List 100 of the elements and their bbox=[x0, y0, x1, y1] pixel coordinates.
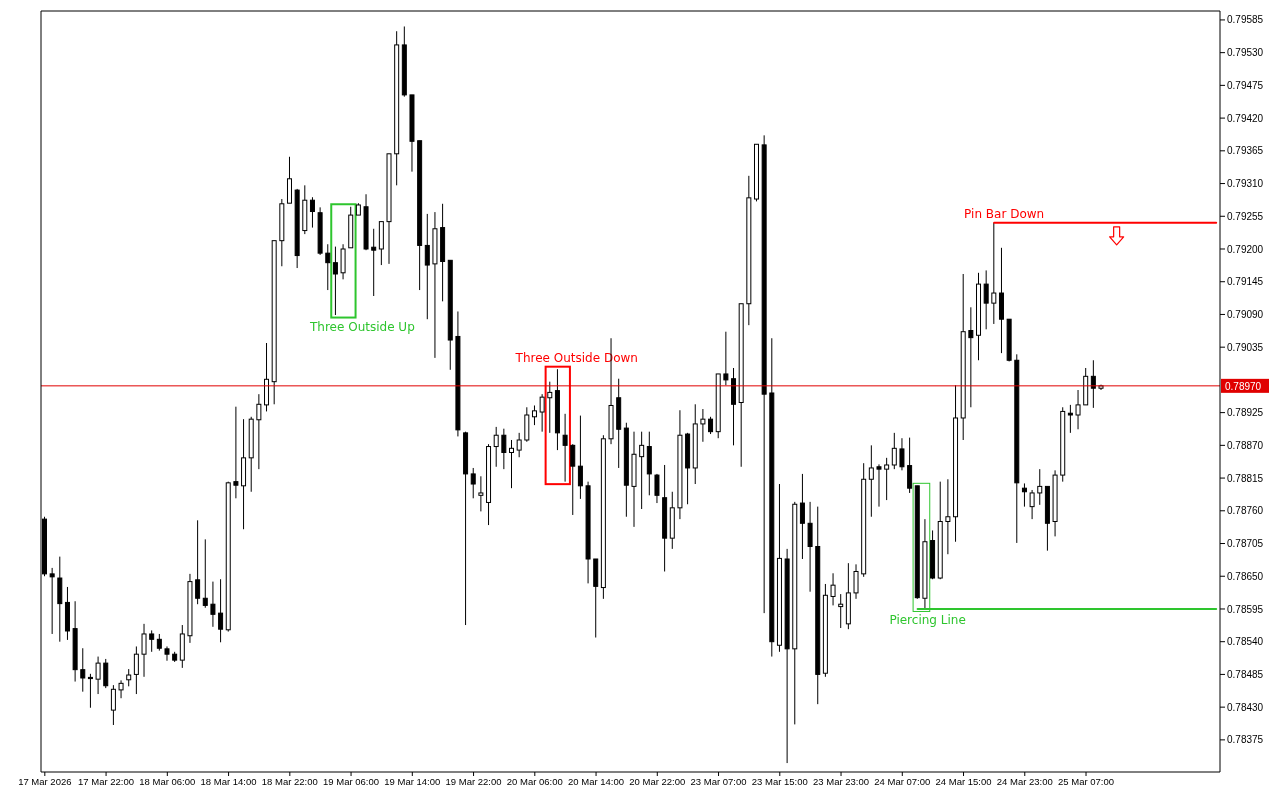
x-tick-label: 19 Mar 22:00 bbox=[445, 775, 502, 787]
candlestick bbox=[164, 645, 170, 662]
ref-line-label: 0.78970 bbox=[1225, 380, 1262, 392]
candlestick bbox=[891, 432, 897, 470]
candlestick bbox=[509, 439, 515, 489]
x-tick-label: 19 Mar 14:00 bbox=[384, 775, 441, 787]
candlestick bbox=[371, 228, 377, 297]
series-label: Pin Bar Down bbox=[964, 206, 1045, 221]
candlestick bbox=[424, 213, 430, 320]
candlestick bbox=[141, 623, 147, 678]
y-tick-label: 0.79145 bbox=[1227, 276, 1264, 288]
x-tick-label: 18 Mar 14:00 bbox=[200, 775, 257, 787]
candlestick bbox=[1037, 468, 1043, 506]
y-tick-label: 0.78705 bbox=[1227, 538, 1264, 550]
y-tick-label: 0.78870 bbox=[1227, 439, 1264, 451]
y-tick-label: 0.79365 bbox=[1227, 145, 1264, 157]
y-tick-label: 0.79420 bbox=[1227, 112, 1264, 124]
candlestick bbox=[968, 306, 974, 408]
candlestick bbox=[202, 538, 208, 609]
candlestick bbox=[118, 679, 124, 699]
y-tick-label: 0.78925 bbox=[1227, 407, 1264, 419]
candlestick bbox=[983, 269, 989, 330]
candlestick bbox=[49, 567, 55, 635]
y-tick-label: 0.79585 bbox=[1227, 14, 1264, 26]
candlestick bbox=[876, 463, 882, 508]
candlestick bbox=[478, 475, 484, 512]
candlestick bbox=[807, 501, 813, 593]
candlestick bbox=[799, 473, 805, 560]
candlestick bbox=[945, 478, 951, 555]
candlestick bbox=[907, 437, 913, 494]
x-tick-label: 19 Mar 06:00 bbox=[323, 775, 380, 787]
x-tick-label: 20 Mar 22:00 bbox=[629, 775, 686, 787]
y-tick-label: 0.79090 bbox=[1227, 309, 1264, 320]
y-tick-label: 0.78375 bbox=[1227, 734, 1264, 746]
y-tick-label: 0.78540 bbox=[1227, 636, 1264, 648]
x-tick-label: 23 Mar 07:00 bbox=[690, 775, 747, 787]
x-tick-label: 17 Mar 22:00 bbox=[78, 775, 135, 787]
candlestick bbox=[501, 428, 507, 470]
x-tick-label: 18 Mar 22:00 bbox=[261, 775, 318, 787]
candlestick bbox=[884, 457, 890, 501]
candlestick bbox=[700, 408, 706, 443]
candlestick bbox=[723, 331, 729, 386]
candlestick bbox=[103, 658, 109, 689]
candlestick bbox=[80, 647, 86, 693]
candlestick bbox=[218, 578, 224, 643]
x-tick-label: 20 Mar 14:00 bbox=[568, 775, 625, 787]
candlestick bbox=[256, 393, 262, 470]
candlestick bbox=[516, 432, 522, 458]
candlestick bbox=[149, 629, 155, 653]
x-tick-label: 24 Mar 15:00 bbox=[935, 775, 992, 787]
candlestick bbox=[654, 473, 660, 504]
candlestick bbox=[1090, 359, 1096, 409]
annotation: Three Outside Down bbox=[514, 350, 638, 365]
candlestick bbox=[531, 404, 537, 426]
candlestick bbox=[1021, 482, 1027, 508]
y-tick-label: 0.78760 bbox=[1227, 505, 1264, 517]
y-tick-label: 0.79035 bbox=[1227, 341, 1264, 353]
x-tick-label: 23 Mar 15:00 bbox=[751, 775, 808, 787]
annotation: Three Outside Up bbox=[309, 319, 415, 334]
candlestick bbox=[577, 415, 583, 500]
y-tick-label: 0.78485 bbox=[1227, 668, 1264, 680]
candlestick bbox=[899, 437, 905, 471]
candlestick bbox=[493, 426, 499, 468]
candlestick bbox=[195, 519, 201, 605]
candlestick bbox=[838, 593, 844, 629]
candlestick bbox=[325, 243, 331, 291]
x-tick-label: 18 Mar 06:00 bbox=[139, 775, 196, 787]
y-tick-label: 0.79475 bbox=[1227, 79, 1264, 91]
y-tick-label: 0.79200 bbox=[1227, 243, 1264, 255]
candlestick bbox=[233, 406, 239, 499]
candlestick bbox=[87, 673, 93, 709]
candlestick bbox=[210, 581, 216, 628]
y-tick-label: 0.78430 bbox=[1227, 701, 1264, 713]
candlestick bbox=[309, 196, 315, 229]
candlestick bbox=[1075, 389, 1081, 430]
x-tick-label: 24 Mar 23:00 bbox=[996, 775, 1053, 787]
x-tick-label: 25 Mar 07:00 bbox=[1058, 775, 1115, 787]
y-tick-label: 0.78650 bbox=[1227, 570, 1264, 582]
candlestick bbox=[570, 443, 576, 516]
candlestick bbox=[1029, 489, 1035, 520]
candlestick bbox=[539, 393, 545, 433]
y-tick-label: 0.79255 bbox=[1227, 210, 1264, 222]
candlestick bbox=[340, 243, 346, 280]
candlestick bbox=[110, 684, 116, 726]
y-tick-label: 0.79530 bbox=[1227, 47, 1264, 59]
candlestick bbox=[991, 222, 997, 325]
x-tick-label: 17 Mar 2026 bbox=[18, 775, 72, 787]
y-tick-label: 0.79310 bbox=[1227, 178, 1264, 190]
candlestick bbox=[853, 563, 859, 600]
candlestick bbox=[868, 444, 874, 518]
candlestick bbox=[470, 467, 476, 499]
x-tick-label: 24 Mar 07:00 bbox=[874, 775, 931, 787]
y-tick-label: 0.78815 bbox=[1227, 472, 1264, 484]
y-tick-label: 0.78595 bbox=[1227, 603, 1264, 615]
candlestick bbox=[562, 413, 568, 483]
candlestick bbox=[1067, 404, 1073, 434]
candlestick bbox=[547, 381, 553, 434]
candlestick bbox=[639, 431, 645, 510]
x-tick-label: 20 Mar 06:00 bbox=[506, 775, 563, 787]
candlestick bbox=[133, 645, 139, 695]
